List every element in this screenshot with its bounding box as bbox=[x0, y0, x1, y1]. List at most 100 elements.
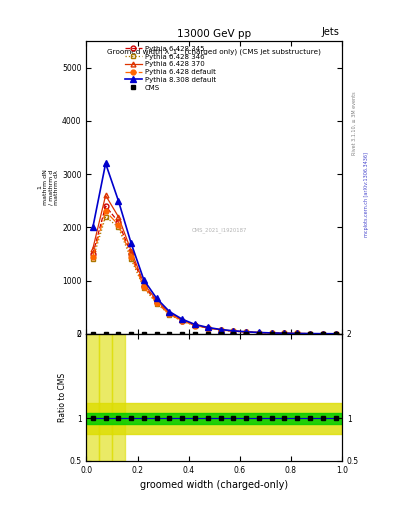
Pythia 6.428 default bbox=[129, 253, 134, 260]
Pythia 8.308 default bbox=[103, 160, 108, 166]
Text: CMS_2021_I1920187: CMS_2021_I1920187 bbox=[192, 227, 247, 233]
Pythia 6.428 370 bbox=[333, 331, 338, 337]
Pythia 6.428 345 bbox=[333, 331, 338, 337]
Pythia 6.428 346 bbox=[320, 331, 325, 337]
CMS bbox=[308, 331, 312, 337]
CMS bbox=[269, 331, 274, 337]
CMS bbox=[320, 331, 325, 337]
Pythia 6.428 346 bbox=[295, 330, 299, 336]
Line: Pythia 6.428 345: Pythia 6.428 345 bbox=[90, 204, 338, 336]
Pythia 6.428 default bbox=[90, 253, 95, 260]
Pythia 6.428 370 bbox=[167, 310, 172, 316]
Y-axis label: Ratio to CMS: Ratio to CMS bbox=[58, 373, 67, 422]
Bar bbox=[86, 403, 342, 434]
Pythia 6.428 345 bbox=[308, 331, 312, 337]
CMS bbox=[244, 331, 248, 337]
Pythia 8.308 default bbox=[193, 322, 197, 328]
Pythia 6.428 default bbox=[180, 318, 185, 324]
Pythia 6.428 370 bbox=[257, 329, 261, 335]
Pythia 6.428 default bbox=[167, 311, 172, 317]
Pythia 6.428 345 bbox=[193, 322, 197, 328]
Pythia 8.308 default bbox=[269, 330, 274, 336]
Pythia 6.428 370 bbox=[231, 328, 236, 334]
Pythia 6.428 default bbox=[206, 325, 210, 331]
Pythia 6.428 345 bbox=[282, 330, 287, 336]
Text: Groomed width λ_1¹  (charged only) (CMS jet substructure): Groomed width λ_1¹ (charged only) (CMS j… bbox=[107, 47, 321, 55]
CMS bbox=[231, 331, 236, 337]
Line: Pythia 6.428 346: Pythia 6.428 346 bbox=[90, 215, 338, 336]
Pythia 8.308 default bbox=[244, 329, 248, 335]
Pythia 6.428 346 bbox=[167, 312, 172, 318]
Pythia 6.428 346 bbox=[231, 328, 236, 334]
Pythia 6.428 346 bbox=[141, 285, 146, 291]
CMS bbox=[193, 331, 197, 337]
Pythia 8.308 default bbox=[129, 240, 134, 246]
Pythia 6.428 default bbox=[257, 330, 261, 336]
Pythia 6.428 345 bbox=[141, 283, 146, 289]
Pythia 6.428 default bbox=[282, 330, 287, 336]
Pythia 8.308 default bbox=[257, 329, 261, 335]
Pythia 6.428 345 bbox=[116, 219, 121, 225]
Pythia 8.308 default bbox=[295, 330, 299, 336]
CMS bbox=[180, 331, 185, 337]
Pythia 6.428 370 bbox=[154, 297, 159, 304]
CMS bbox=[333, 331, 338, 337]
CMS bbox=[141, 331, 146, 337]
Line: CMS: CMS bbox=[91, 332, 338, 336]
CMS bbox=[103, 331, 108, 337]
Pythia 6.428 346 bbox=[218, 327, 223, 333]
Pythia 6.428 370 bbox=[295, 330, 299, 336]
Pythia 6.428 default bbox=[218, 327, 223, 333]
Pythia 6.428 346 bbox=[308, 331, 312, 337]
Pythia 6.428 345 bbox=[269, 330, 274, 336]
Pythia 6.428 345 bbox=[295, 330, 299, 336]
X-axis label: groomed width (charged-only): groomed width (charged-only) bbox=[140, 480, 288, 490]
Legend: Pythia 6.428 345, Pythia 6.428 346, Pythia 6.428 370, Pythia 6.428 default, Pyth: Pythia 6.428 345, Pythia 6.428 346, Pyth… bbox=[123, 45, 217, 92]
Title: 13000 GeV pp: 13000 GeV pp bbox=[177, 29, 251, 39]
Text: Jets: Jets bbox=[321, 27, 340, 36]
Pythia 6.428 370 bbox=[141, 281, 146, 287]
Pythia 8.308 default bbox=[231, 328, 236, 334]
Pythia 6.428 370 bbox=[269, 330, 274, 336]
Pythia 6.428 345 bbox=[154, 299, 159, 305]
Pythia 6.428 370 bbox=[282, 330, 287, 336]
Pythia 8.308 default bbox=[90, 224, 95, 230]
Pythia 6.428 346 bbox=[193, 323, 197, 329]
Pythia 6.428 345 bbox=[129, 251, 134, 257]
Pythia 6.428 default bbox=[116, 222, 121, 228]
Pythia 8.308 default bbox=[116, 198, 121, 204]
Pythia 6.428 default bbox=[141, 284, 146, 290]
Pythia 6.428 370 bbox=[193, 322, 197, 328]
Y-axis label: 1
mathrm dN
/ mathrm d
mathrm dλ: 1 mathrm dN / mathrm d mathrm dλ bbox=[37, 169, 59, 205]
Pythia 6.428 345 bbox=[103, 203, 108, 209]
Pythia 6.428 346 bbox=[180, 318, 185, 324]
Pythia 6.428 370 bbox=[218, 327, 223, 333]
Pythia 6.428 346 bbox=[244, 329, 248, 335]
CMS bbox=[90, 331, 95, 337]
Line: Pythia 6.428 370: Pythia 6.428 370 bbox=[90, 193, 338, 336]
Pythia 8.308 default bbox=[218, 327, 223, 333]
CMS bbox=[295, 331, 299, 337]
Pythia 6.428 345 bbox=[320, 331, 325, 337]
CMS bbox=[206, 331, 210, 337]
Bar bbox=[86, 413, 342, 424]
Pythia 8.308 default bbox=[320, 331, 325, 337]
Pythia 6.428 346 bbox=[154, 301, 159, 307]
Pythia 6.428 default bbox=[103, 208, 108, 215]
Pythia 6.428 345 bbox=[206, 325, 210, 331]
Text: Rivet 3.1.10, ≥ 3M events: Rivet 3.1.10, ≥ 3M events bbox=[352, 91, 357, 155]
Pythia 8.308 default bbox=[206, 325, 210, 331]
Pythia 8.308 default bbox=[141, 277, 146, 283]
Pythia 6.428 346 bbox=[206, 325, 210, 331]
Pythia 6.428 370 bbox=[103, 193, 108, 199]
Pythia 6.428 370 bbox=[244, 329, 248, 335]
Pythia 6.428 346 bbox=[90, 256, 95, 262]
Pythia 6.428 346 bbox=[282, 330, 287, 336]
Pythia 6.428 370 bbox=[116, 214, 121, 220]
Pythia 6.428 345 bbox=[180, 317, 185, 324]
Pythia 6.428 370 bbox=[90, 246, 95, 252]
Text: mcplots.cern.ch [arXiv:1306.3436]: mcplots.cern.ch [arXiv:1306.3436] bbox=[364, 152, 369, 237]
Pythia 6.428 default bbox=[231, 328, 236, 334]
Pythia 6.428 345 bbox=[244, 329, 248, 335]
Pythia 6.428 default bbox=[269, 330, 274, 336]
